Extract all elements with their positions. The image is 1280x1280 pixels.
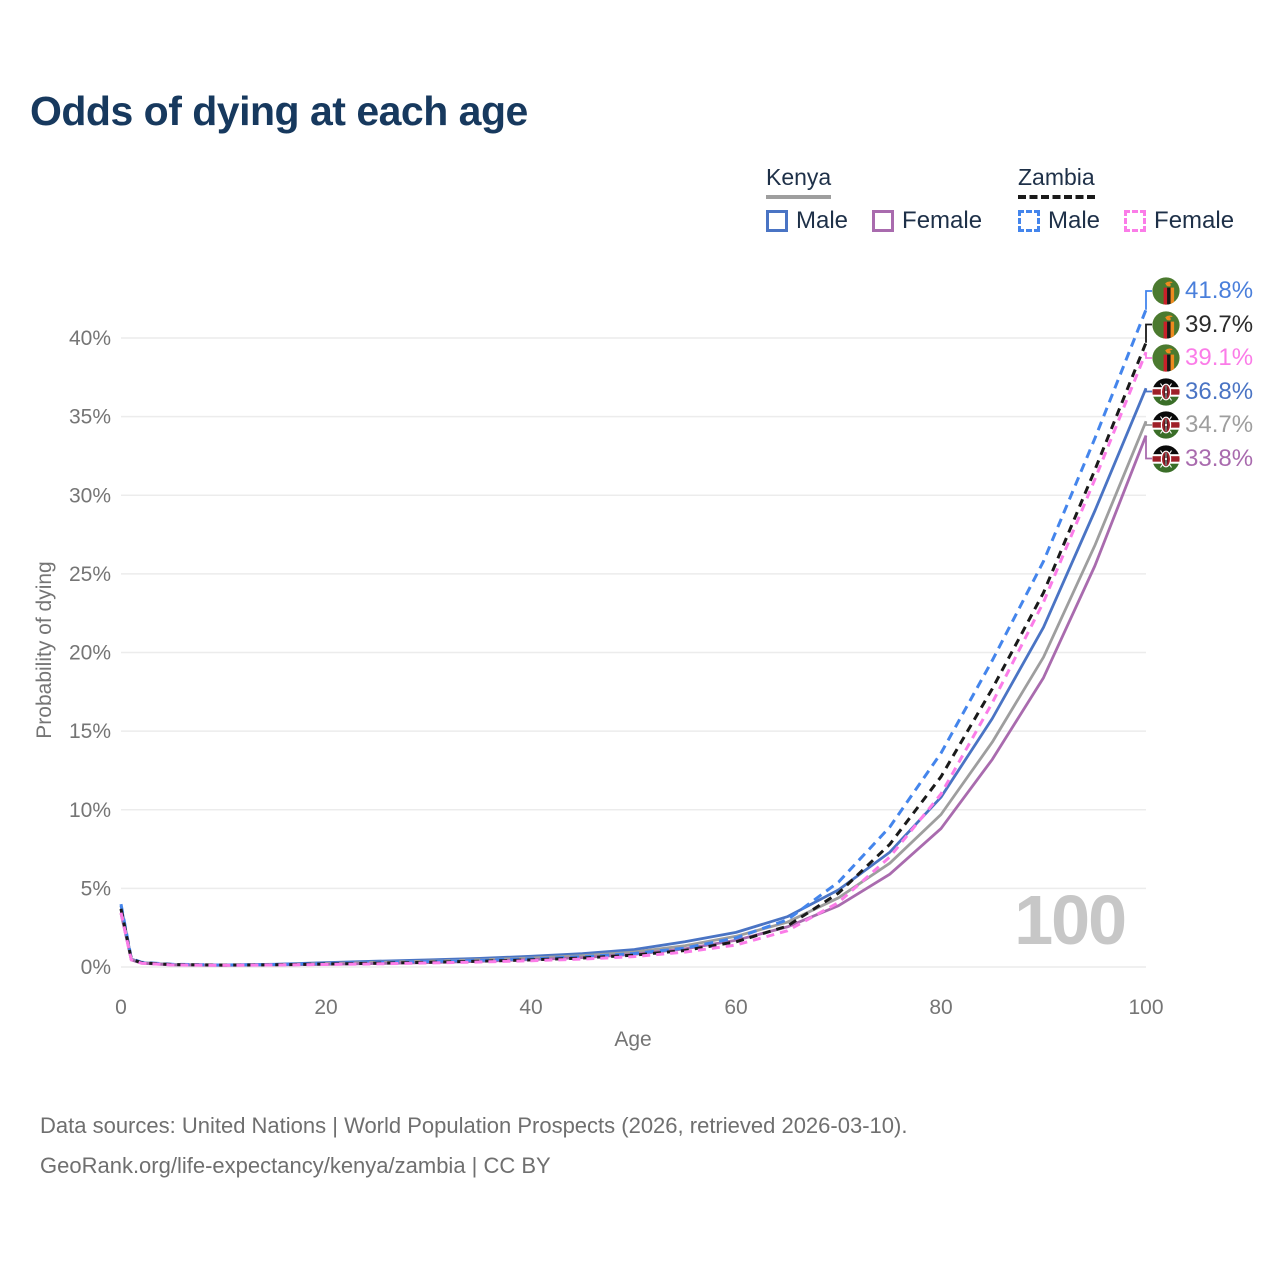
- end-value-kenya-female: 33.8%: [1185, 445, 1254, 472]
- legend-zambia-header[interactable]: Zambia: [1018, 164, 1095, 199]
- line-zambia-both[interactable]: [119, 342, 1148, 967]
- end-label-row-kenya-both: 34.7%: [1152, 411, 1253, 439]
- line-kenya-male[interactable]: [119, 387, 1148, 967]
- x-tick-20: 20: [314, 996, 337, 1019]
- legend-swatch-zambia-male[interactable]: [1018, 210, 1040, 232]
- end-label-row-kenya-male: 36.8%: [1152, 378, 1253, 406]
- end-value-zambia-male: 41.8%: [1185, 277, 1254, 304]
- line-zambia-male[interactable]: [119, 309, 1148, 967]
- y-tick-5: 5%: [81, 877, 111, 900]
- zambia-flag-icon: [1152, 311, 1180, 339]
- end-label-row-zambia-male: 41.8%: [1152, 277, 1253, 305]
- connector-zambia-male: [1145, 290, 1152, 310]
- zambia-flag-icon: [1152, 277, 1180, 305]
- y-tick-0: 0%: [81, 956, 111, 979]
- line-kenya-both[interactable]: [119, 420, 1148, 967]
- age-watermark: 100: [1014, 881, 1125, 959]
- legend-swatch-kenya-male[interactable]: [766, 210, 788, 232]
- end-label-row-kenya-female: 33.8%: [1152, 445, 1253, 473]
- legend-swatch-kenya-female[interactable]: [872, 210, 895, 232]
- zambia-flag-icon: [1152, 344, 1180, 372]
- end-label-row-zambia-female: 39.1%: [1152, 344, 1253, 372]
- legend-label-zambia-female[interactable]: Female: [1154, 207, 1235, 234]
- connector-zambia-female: [1145, 352, 1152, 359]
- legend-kenya-header[interactable]: Kenya: [766, 164, 832, 199]
- end-value-zambia-female: 39.1%: [1185, 344, 1254, 371]
- x-tick-80: 80: [929, 996, 952, 1019]
- x-tick-60: 60: [724, 996, 747, 1019]
- kenya-flag-icon: [1152, 378, 1180, 406]
- legend-group-zambia: Zambia Male Female: [1018, 164, 1250, 235]
- data-source-line2: GeoRank.org/life-expectancy/kenya/zambia…: [40, 1153, 551, 1178]
- data-source-line1: Data sources: United Nations | World Pop…: [40, 1113, 908, 1138]
- y-tick-35: 35%: [69, 406, 111, 429]
- legend-swatch-zambia-female[interactable]: [1124, 210, 1147, 232]
- end-value-zambia-both: 39.7%: [1185, 311, 1254, 338]
- page-title: Odds of dying at each age: [30, 88, 528, 134]
- connector-zambia-both: [1145, 323, 1152, 343]
- x-tick-0: 0: [115, 996, 127, 1019]
- data-source-note: Data sources: United Nations | World Pop…: [40, 1106, 907, 1186]
- x-tick-100: 100: [1128, 996, 1163, 1019]
- y-tick-20: 20%: [69, 642, 111, 665]
- legend-label-zambia-male[interactable]: Male: [1048, 207, 1101, 234]
- x-tick-40: 40: [519, 996, 542, 1019]
- end-label-row-zambia-both: 39.7%: [1152, 311, 1253, 339]
- y-tick-25: 25%: [69, 563, 111, 586]
- y-tick-40: 40%: [69, 327, 111, 350]
- y-axis-title: Probability of dying: [33, 561, 56, 739]
- connector-kenya-both: [1145, 421, 1152, 426]
- y-tick-10: 10%: [69, 799, 111, 822]
- kenya-flag-icon: [1152, 445, 1180, 473]
- legend-group-kenya: Kenya Male Female: [766, 164, 998, 235]
- connector-kenya-female: [1145, 435, 1152, 460]
- connector-kenya-male: [1145, 388, 1152, 393]
- y-tick-30: 30%: [69, 484, 111, 507]
- legend-label-kenya-male[interactable]: Male: [796, 207, 849, 234]
- end-value-kenya-male: 36.8%: [1185, 378, 1254, 405]
- end-value-kenya-both: 34.7%: [1185, 411, 1254, 438]
- kenya-flag-icon: [1152, 411, 1180, 439]
- y-tick-15: 15%: [69, 720, 111, 743]
- x-axis-title: Age: [614, 1028, 652, 1051]
- legend-label-kenya-female[interactable]: Female: [902, 207, 983, 234]
